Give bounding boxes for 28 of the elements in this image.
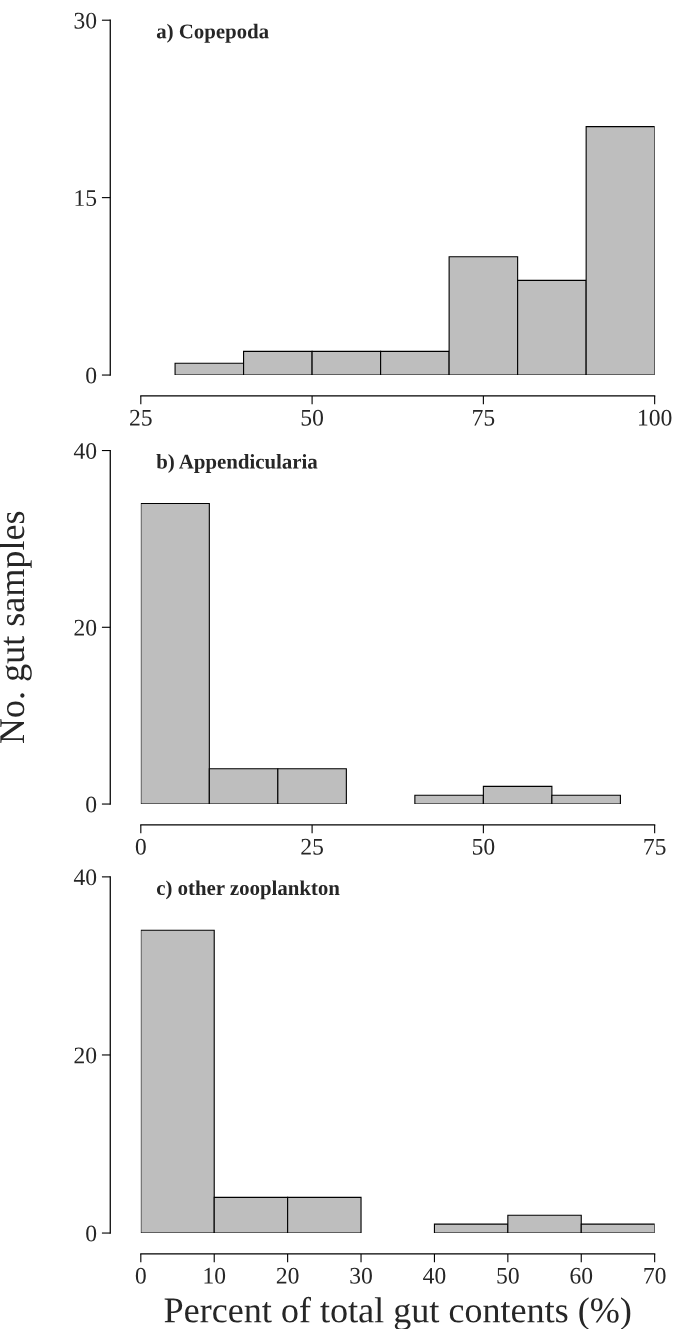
x-tick-label: 30 xyxy=(350,1267,372,1284)
y-tick-label: 0 xyxy=(86,1225,97,1242)
x-tick-label: 75 xyxy=(473,409,495,426)
x-tick-label: 50 xyxy=(497,1267,519,1284)
x-tick-label: 0 xyxy=(135,1267,146,1284)
y-tick-label: 15 xyxy=(75,190,97,207)
x-tick-label: 10 xyxy=(204,1267,226,1284)
x-tick-label: 60 xyxy=(570,1267,593,1284)
x-tick-label: 50 xyxy=(472,838,495,855)
y-tick-label: 20 xyxy=(74,1047,97,1064)
y-tick-label: 30 xyxy=(74,12,97,29)
y-tick-label: 40 xyxy=(73,869,97,886)
y-tick-label: 40 xyxy=(73,443,97,459)
chart-title: c) other zooplankton xyxy=(156,880,340,900)
x-tick-label: 25 xyxy=(130,409,152,426)
x-tick-label: 25 xyxy=(301,838,323,855)
x-tick-label: 70 xyxy=(644,1267,666,1284)
y-tick-label: 20 xyxy=(74,619,97,636)
x-tick-label: 50 xyxy=(301,409,323,426)
x-tick-label: 75 xyxy=(644,839,666,855)
x-tick-label: 0 xyxy=(135,838,146,855)
x-tick-label: 20 xyxy=(276,1267,299,1284)
chart-title: a) Copepoda xyxy=(156,23,269,43)
x-tick-label: 100 xyxy=(639,409,672,426)
chart-title: b) Appendicularia xyxy=(156,454,318,473)
x-tick-label: 40 xyxy=(423,1267,446,1284)
y-tick-label: 0 xyxy=(86,796,97,813)
y-tick-label: 0 xyxy=(86,367,97,384)
